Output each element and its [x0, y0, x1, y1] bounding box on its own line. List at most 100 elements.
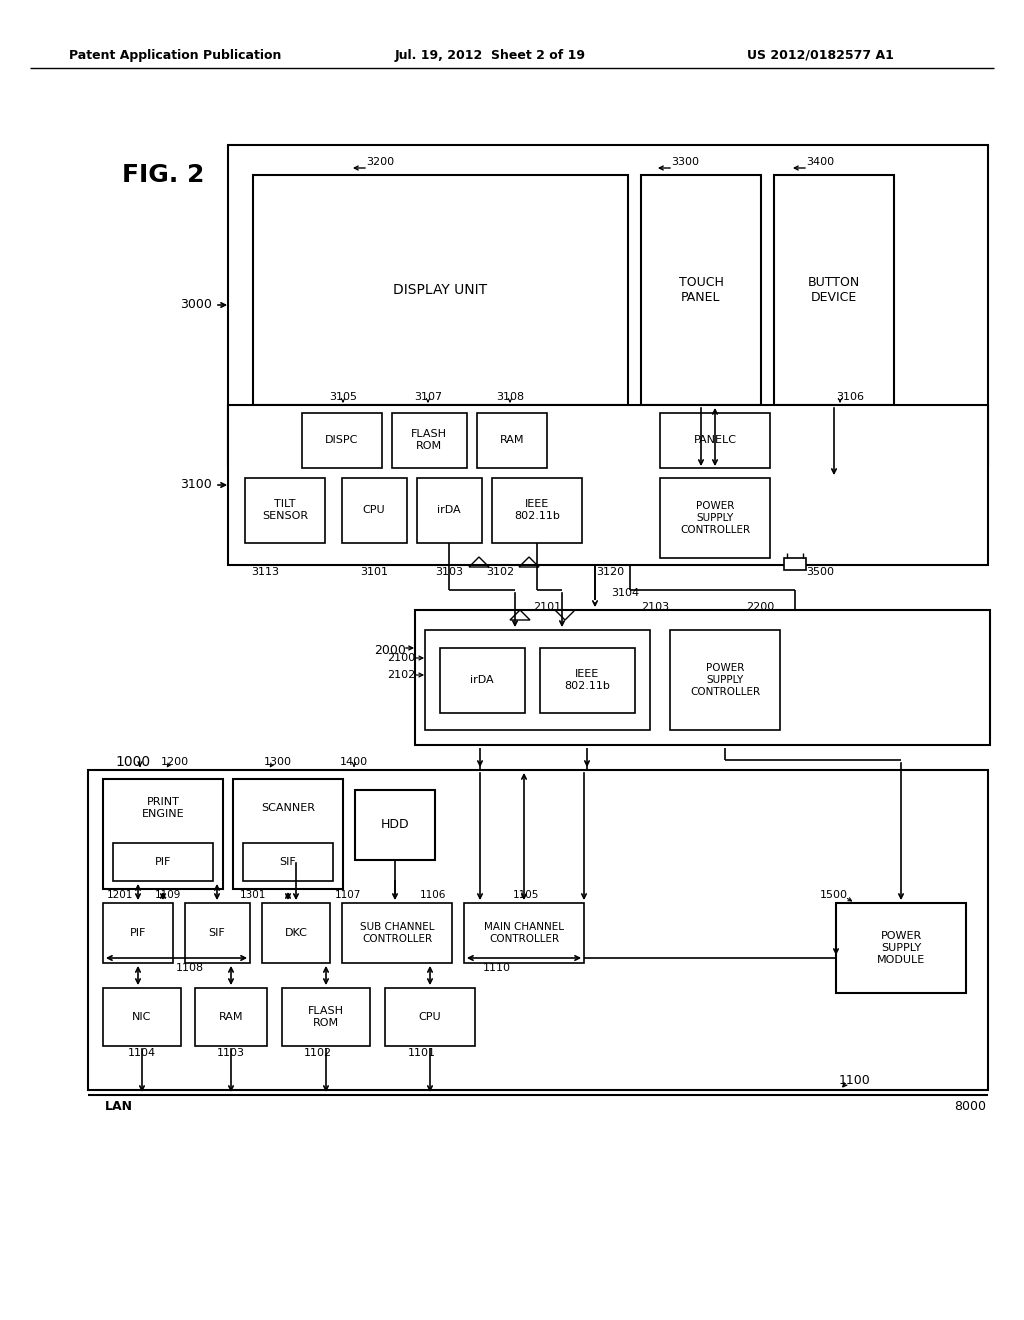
Text: 1201: 1201	[106, 890, 133, 900]
Text: 3101: 3101	[360, 568, 388, 577]
Text: FIG. 2: FIG. 2	[122, 162, 204, 187]
Text: POWER
SUPPLY
MODULE: POWER SUPPLY MODULE	[877, 932, 925, 965]
Text: 2102: 2102	[387, 671, 415, 680]
Text: 3200: 3200	[366, 157, 394, 168]
Bar	[342, 478, 407, 543]
Text: irDA: irDA	[437, 506, 461, 515]
Text: HDD: HDD	[381, 818, 410, 832]
Text: TOUCH
PANEL: TOUCH PANEL	[679, 276, 723, 304]
Text: 1000: 1000	[116, 755, 151, 770]
Bar	[302, 413, 382, 469]
Bar	[417, 478, 482, 543]
Text: DKC: DKC	[285, 928, 307, 939]
Text: 1107: 1107	[335, 890, 361, 900]
Text: FLASH
ROM: FLASH ROM	[308, 1006, 344, 1028]
Text: 3104: 3104	[611, 587, 639, 598]
Text: 3300: 3300	[671, 157, 699, 168]
Text: 3500: 3500	[806, 568, 834, 577]
Text: IEEE
802.11b: IEEE 802.11b	[564, 669, 610, 690]
Text: 3105: 3105	[329, 392, 357, 403]
Text: 3106: 3106	[836, 392, 864, 403]
Text: NIC: NIC	[132, 1012, 152, 1022]
Text: SIF: SIF	[280, 857, 296, 867]
Bar	[253, 176, 628, 405]
Text: 1102: 1102	[304, 1048, 332, 1059]
Bar	[540, 648, 635, 713]
Bar	[464, 903, 584, 964]
Bar	[784, 558, 806, 570]
Text: PIF: PIF	[130, 928, 146, 939]
Bar	[660, 413, 770, 469]
Bar	[355, 789, 435, 861]
Text: POWER
SUPPLY
CONTROLLER: POWER SUPPLY CONTROLLER	[680, 502, 750, 535]
Bar	[392, 413, 467, 469]
Bar	[113, 843, 213, 880]
Text: 3102: 3102	[486, 568, 514, 577]
Bar	[477, 413, 547, 469]
Text: 1500: 1500	[820, 890, 848, 900]
Bar	[103, 987, 181, 1045]
Bar	[440, 648, 525, 713]
Text: 1300: 1300	[264, 756, 292, 767]
Bar	[670, 630, 780, 730]
Bar	[262, 903, 330, 964]
Bar	[245, 478, 325, 543]
Text: CPU: CPU	[419, 1012, 441, 1022]
Bar	[492, 478, 582, 543]
Text: IEEE
802.11b: IEEE 802.11b	[514, 499, 560, 521]
Text: 2103: 2103	[641, 602, 669, 612]
Text: FLASH
ROM: FLASH ROM	[411, 429, 447, 451]
Text: 1106: 1106	[420, 890, 446, 900]
Text: MAIN CHANNEL
CONTROLLER: MAIN CHANNEL CONTROLLER	[484, 923, 564, 944]
Text: RAM: RAM	[219, 1012, 244, 1022]
Bar	[415, 610, 990, 744]
Text: TILT
SENSOR: TILT SENSOR	[262, 499, 308, 521]
Bar	[103, 779, 223, 888]
Text: 3400: 3400	[806, 157, 835, 168]
Bar	[195, 987, 267, 1045]
Text: 3103: 3103	[435, 568, 463, 577]
Text: 1105: 1105	[513, 890, 540, 900]
Text: 1104: 1104	[128, 1048, 156, 1059]
Text: LAN: LAN	[105, 1100, 133, 1113]
Bar	[88, 770, 988, 1090]
Text: CPU: CPU	[362, 506, 385, 515]
Bar	[228, 405, 988, 565]
Bar	[641, 176, 761, 405]
Bar	[243, 843, 333, 880]
Text: 2101: 2101	[532, 602, 561, 612]
Bar	[425, 630, 650, 730]
Text: 1103: 1103	[217, 1048, 245, 1059]
Text: 3000: 3000	[180, 298, 212, 312]
Text: 1100: 1100	[839, 1073, 870, 1086]
Bar	[282, 987, 370, 1045]
Text: 2100: 2100	[387, 653, 415, 663]
Text: POWER
SUPPLY
CONTROLLER: POWER SUPPLY CONTROLLER	[690, 664, 760, 697]
Text: 1200: 1200	[161, 756, 189, 767]
Text: 3113: 3113	[251, 568, 279, 577]
Text: PRINT
ENGINE: PRINT ENGINE	[141, 797, 184, 818]
Bar	[836, 903, 966, 993]
Text: 2200: 2200	[745, 602, 774, 612]
Text: 1301: 1301	[240, 890, 266, 900]
Text: RAM: RAM	[500, 436, 524, 445]
Text: SCANNER: SCANNER	[261, 803, 315, 813]
Text: 1400: 1400	[340, 756, 368, 767]
Bar	[185, 903, 250, 964]
Text: 1108: 1108	[176, 964, 204, 973]
Bar	[228, 145, 988, 465]
Text: Patent Application Publication: Patent Application Publication	[69, 49, 282, 62]
Text: 3107: 3107	[414, 392, 442, 403]
Text: DISPC: DISPC	[326, 436, 358, 445]
Text: BUTTON
DEVICE: BUTTON DEVICE	[808, 276, 860, 304]
Bar	[774, 176, 894, 405]
Text: SUB CHANNEL
CONTROLLER: SUB CHANNEL CONTROLLER	[359, 923, 434, 944]
Bar	[385, 987, 475, 1045]
Bar	[103, 903, 173, 964]
Text: 1109: 1109	[155, 890, 181, 900]
Text: irDA: irDA	[470, 675, 494, 685]
Text: SIF: SIF	[209, 928, 225, 939]
Text: 3108: 3108	[496, 392, 524, 403]
Text: PIF: PIF	[155, 857, 171, 867]
Bar	[342, 903, 452, 964]
